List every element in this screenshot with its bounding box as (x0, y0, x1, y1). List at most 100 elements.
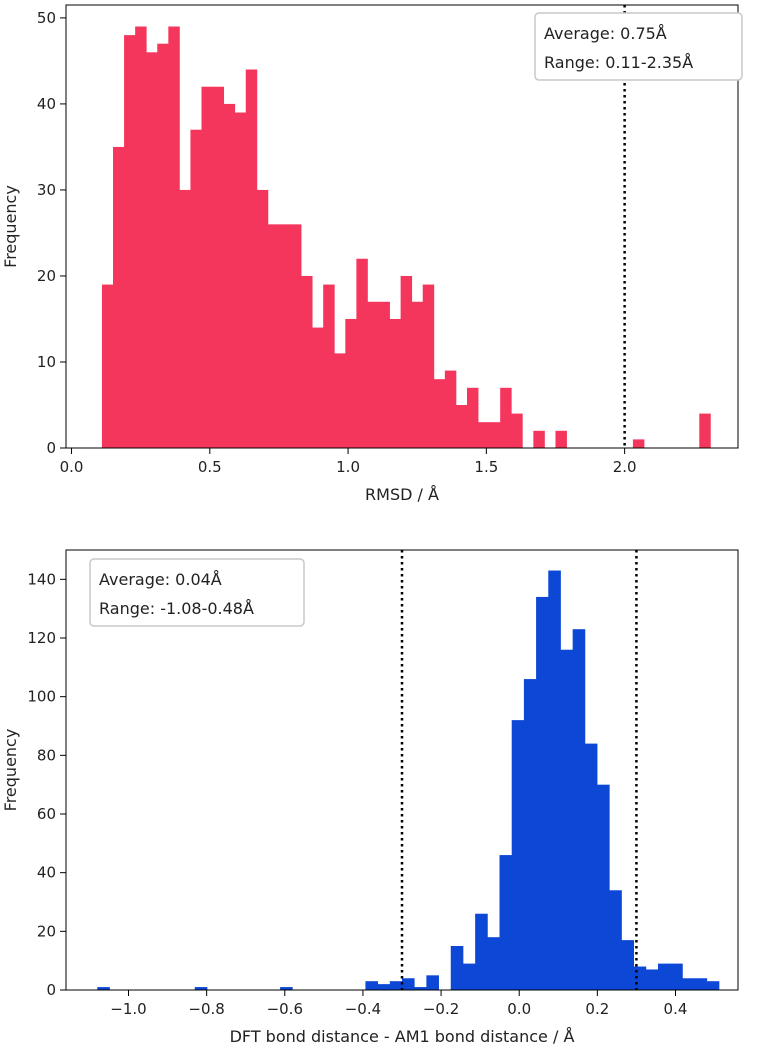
rmsd-histogram-bar (478, 422, 490, 448)
bond-distance-histogram-x-tick-label: 0.2 (585, 1000, 609, 1018)
rmsd-histogram-x-tick-label: 0.0 (60, 458, 84, 476)
rmsd-histogram-bar (500, 387, 512, 448)
rmsd-histogram-chart: 0.0 0.5 1.0 1.5 2.0 0 10 20 30 40 50 RMSD / Å Fre… (1, 4, 743, 504)
bond-distance-legend-box (89, 558, 305, 627)
rmsd-histogram-bar (113, 146, 125, 448)
bond-distance-histogram-bar (402, 978, 415, 990)
bond-distance-plot-frame (65, 549, 739, 991)
rmsd-x-ticks: 0.0 0.5 1.0 1.5 2.0 (60, 448, 637, 476)
rmsd-histogram-bar (422, 284, 435, 448)
bond-distance-histogram-bar (499, 855, 513, 990)
bond-distance-histogram-bar (280, 987, 293, 990)
bond-distance-histogram-x-tick-label: 0.4 (664, 1000, 688, 1018)
rmsd-y-ticks: 0 10 20 30 40 50 (37, 9, 66, 457)
bond-distance-histogram-bar (523, 679, 537, 990)
bond-distance-histogram-bar (194, 987, 208, 990)
bond-distance-histogram-bar (609, 890, 622, 990)
rmsd-legend-box (534, 12, 743, 81)
bond-distance-histogram-bar (621, 940, 635, 990)
rmsd-histogram-bar (433, 379, 446, 448)
rmsd-histogram-bar (511, 413, 523, 448)
bond-distance-histogram-bar (377, 984, 391, 990)
bond-distance-histogram-x-tick-label: 0.0 (507, 1000, 531, 1018)
bond-distance-legend-average: Average: 0.04Å (99, 570, 222, 589)
bond-distance-histogram-bar (694, 978, 708, 990)
rmsd-histogram-bar (301, 275, 313, 448)
rmsd-histogram-x-tick-label: 2.0 (613, 458, 637, 476)
rmsd-histogram-bar (323, 284, 335, 448)
bond-distance-histogram-y-tick-label: 120 (27, 629, 56, 647)
rmsd-histogram-bar (256, 189, 269, 448)
rmsd-histogram-bar (157, 43, 169, 449)
rmsd-histogram-bar (101, 284, 114, 448)
bond-distance-histogram-bar (682, 978, 695, 990)
bond-distance-legend: Average: 0.04Å Range: -1.08-0.48Å (89, 558, 305, 627)
bond-distance-histogram-bar (462, 963, 476, 990)
rmsd-legend-range: Range: 0.11-2.35Å (544, 53, 693, 72)
bond-distance-histogram-y-tick-label: 60 (37, 805, 56, 823)
bond-distance-histogram-bar (389, 981, 403, 990)
rmsd-histogram-bar (245, 69, 258, 448)
rmsd-legend: Average: 0.75Å Range: 0.11-2.35Å (534, 12, 743, 81)
rmsd-histogram-bar (124, 35, 136, 449)
rmsd-histogram-bar (278, 224, 291, 448)
rmsd-histogram-x-tick-label: 1.5 (474, 458, 498, 476)
rmsd-histogram-y-tick-label: 10 (37, 353, 56, 371)
rmsd-histogram-bar (312, 327, 324, 448)
bond-distance-histogram-y-tick-label: 100 (27, 688, 56, 706)
rmsd-histogram-bar (367, 301, 379, 448)
bond-distance-histogram-bar (365, 981, 379, 990)
rmsd-histogram-bar (455, 404, 468, 448)
rmsd-histogram-bar (234, 112, 247, 449)
rmsd-histogram-bar (201, 86, 213, 448)
bond-distance-histogram-chart: −1.0 −0.8 −0.6 −0.4 −0.2 0.0 0.2 0.4 0 20 40 60 80 1… (1, 549, 739, 1046)
bond-distance-histogram-bar (487, 937, 500, 990)
rmsd-histogram-bar (466, 387, 479, 448)
rmsd-histogram-y-tick-label: 20 (37, 267, 56, 285)
bond-distance-histogram-y-tick-label: 80 (37, 746, 56, 764)
bond-distance-legend-range: Range: -1.08-0.48Å (99, 599, 254, 618)
bond-distance-histogram-bar (536, 596, 549, 990)
bond-distance-histogram-x-tick-label: −0.4 (345, 1000, 381, 1018)
rmsd-histogram-bar (168, 26, 180, 448)
bond-distance-histogram-x-tick-label: −0.8 (188, 1000, 224, 1018)
rmsd-histogram-y-tick-label: 30 (37, 181, 56, 199)
bond-distance-histogram-y-tick-label: 40 (37, 864, 56, 882)
rmsd-histogram-bar (345, 318, 357, 448)
bond-distance-histogram-bar (414, 987, 427, 990)
rmsd-histogram-bar (489, 422, 501, 448)
rmsd-histogram-bar (267, 224, 280, 448)
rmsd-histogram-bar (223, 103, 236, 449)
bond-distance-histogram-bar (511, 720, 525, 990)
rmsd-histogram-bar (389, 318, 402, 448)
rmsd-histogram-y-tick-label: 40 (37, 95, 56, 113)
bond-distance-histogram-x-tick-label: −1.0 (110, 1000, 146, 1018)
rmsd-histogram-x-tick-label: 1.0 (336, 458, 360, 476)
bond-distance-histogram-x-tick-label: −0.6 (267, 1000, 303, 1018)
rmsd-histogram-bar (533, 430, 545, 448)
bond-distance-x-ticks: −1.0 −0.8 −0.6 −0.4 −0.2 0.0 0.2 0.4 (110, 990, 687, 1018)
bond-distance-y-axis-label: Frequency (1, 729, 20, 812)
rmsd-histogram-x-tick-label: 0.5 (198, 458, 222, 476)
bond-distance-bars (97, 570, 720, 990)
bond-distance-histogram-bar (475, 913, 488, 990)
bond-distance-histogram-x-tick-label: −0.2 (423, 1000, 459, 1018)
bond-distance-histogram-bar (670, 963, 683, 990)
rmsd-histogram-bar (400, 275, 413, 448)
bond-distance-histogram-bar (572, 629, 586, 990)
rmsd-histogram-bar (190, 129, 202, 449)
bond-distance-histogram-bar (97, 987, 110, 990)
rmsd-histogram-bar (378, 301, 390, 448)
rmsd-x-axis-label: RMSD / Å (365, 485, 439, 504)
rmsd-histogram-bar (334, 353, 346, 448)
bond-distance-histogram-y-tick-label: 140 (27, 570, 56, 588)
rmsd-histogram-bar (699, 413, 711, 448)
rmsd-plot-frame (65, 4, 739, 449)
bond-distance-histogram-bar (706, 981, 720, 990)
rmsd-histogram-y-tick-label: 50 (37, 9, 56, 27)
rmsd-histogram-bar (444, 370, 457, 448)
bond-distance-y-ticks: 0 20 40 60 80 100 120 140 (27, 570, 66, 999)
bond-distance-histogram-bar (597, 784, 610, 990)
rmsd-histogram-bar (555, 430, 567, 448)
